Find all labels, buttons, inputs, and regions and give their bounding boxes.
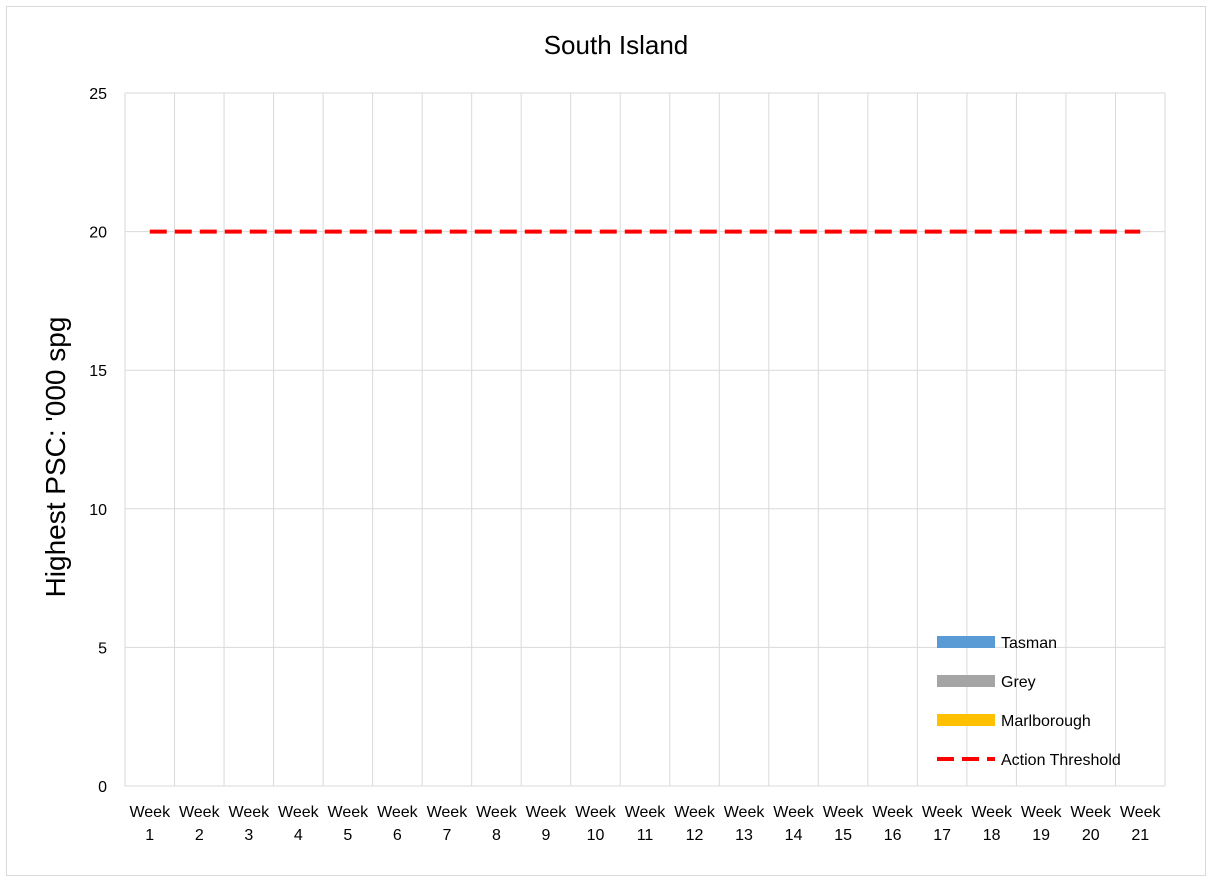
x-tick-label: Week 14 (773, 804, 815, 844)
x-tick-label: Week 19 (1021, 804, 1063, 844)
x-tick-label: Week 20 (1070, 804, 1112, 844)
y-tick-label: 5 (98, 640, 107, 657)
y-tick-label: 20 (89, 225, 107, 242)
x-tick-label: Week 10 (575, 804, 617, 844)
x-tick-label: Week 15 (823, 804, 865, 844)
x-tick-label: Week 8 (476, 804, 518, 844)
x-tick-label: Week 17 (922, 804, 964, 844)
legend-swatch (937, 636, 995, 648)
x-tick-label: Week 9 (526, 804, 568, 844)
legend-label: Marlborough (1001, 713, 1091, 730)
chart-title: South Island (544, 30, 689, 60)
legend-swatch (937, 675, 995, 687)
x-tick-label: Week 4 (278, 804, 320, 844)
legend-label: Grey (1001, 674, 1036, 691)
x-tick-label: Week 12 (674, 804, 716, 844)
y-tick-label: 10 (89, 502, 107, 519)
y-tick-labels: 0 5 10 15 20 25 (89, 86, 107, 796)
x-tick-label: Week 2 (179, 804, 221, 844)
x-tick-label: Week 21 (1120, 804, 1162, 844)
x-tick-label: Week 3 (229, 804, 271, 844)
y-tick-label: 15 (89, 363, 107, 380)
x-tick-label: Week 13 (724, 804, 766, 844)
legend-label: Tasman (1001, 635, 1057, 652)
x-tick-label: Week 7 (427, 804, 469, 844)
x-tick-label: Week 6 (377, 804, 419, 844)
y-tick-label: 0 (98, 779, 107, 796)
x-tick-label: Week 18 (971, 804, 1013, 844)
x-tick-label: Week 1 (129, 804, 171, 844)
legend-label: Action Threshold (1001, 752, 1121, 769)
legend-swatch (937, 714, 995, 726)
y-axis-label: Highest PSC: '000 spg (40, 317, 71, 598)
x-tick-label: Week 5 (328, 804, 370, 844)
y-tick-label: 25 (89, 86, 107, 103)
legend: Tasman Grey Marlborough Action Threshold (937, 635, 1121, 769)
x-tick-label: Week 11 (625, 804, 667, 844)
x-tick-label: Week 16 (872, 804, 914, 844)
gridlines (124, 92, 1166, 787)
chart-frame: 0 5 10 15 20 25 Week 1 Week 2 Week 3 Week 4 Week 5 Week… (6, 6, 1206, 876)
